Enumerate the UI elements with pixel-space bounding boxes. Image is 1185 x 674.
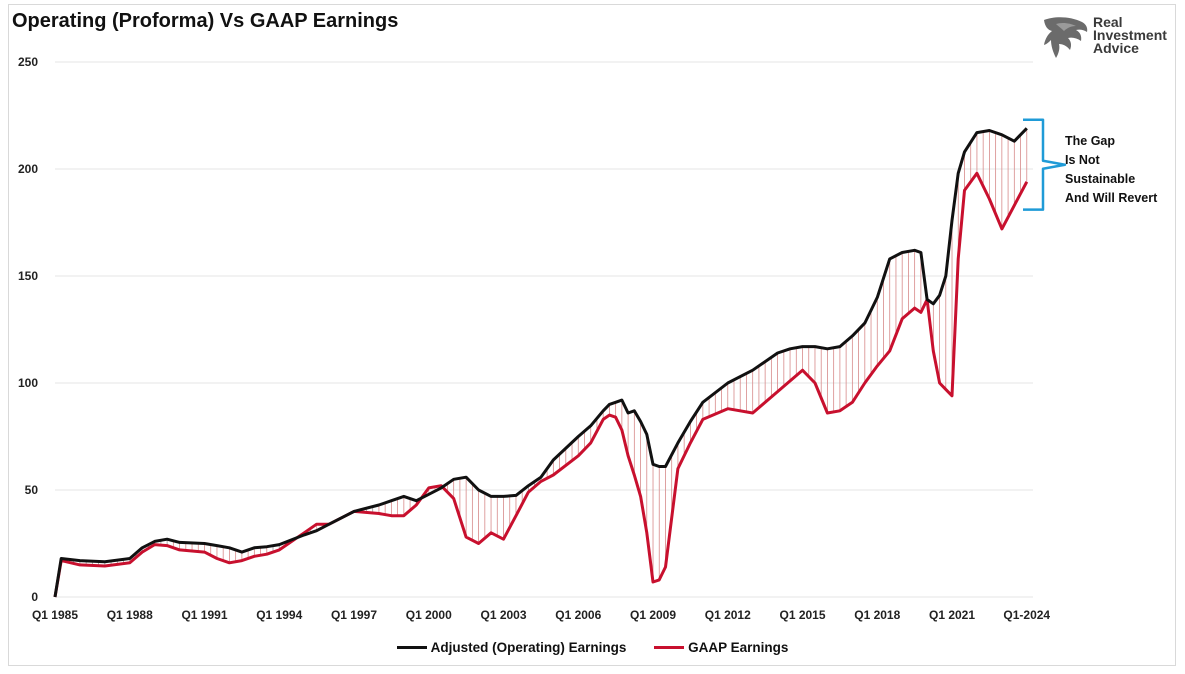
y-axis-tick-labels: 0 50 100 150 200 250 (18, 55, 38, 604)
gaap-earnings-line (53, 171, 1029, 598)
operating-earnings-line (53, 127, 1028, 598)
y-tick-label: 250 (18, 55, 38, 69)
x-tick-label: Q1 1997 (331, 608, 377, 622)
legend: Adjusted (Operating) Earnings GAAP Earni… (0, 637, 1185, 655)
x-tick-label: Q1 1991 (181, 608, 227, 622)
annotation-line: The Gap (1065, 134, 1115, 148)
logo-line-2: Investment (1093, 27, 1167, 43)
legend-label-gaap: GAAP Earnings (688, 640, 789, 655)
x-tick-label: Q1-2024 (1003, 608, 1050, 622)
grid-lines (55, 61, 1033, 598)
legend-item-operating: Adjusted (Operating) Earnings (396, 640, 627, 655)
gap-hatch-lines (60, 128, 1028, 583)
logo: Real Investment Advice (1040, 14, 1175, 64)
x-tick-label: Q1 2018 (854, 608, 900, 622)
chart-title: Operating (Proforma) Vs GAAP Earnings (12, 10, 399, 32)
y-tick-label: 100 (18, 376, 38, 390)
series-lines (53, 127, 1029, 598)
gap-annotation: The Gap Is Not Sustainable And Will Revert (1065, 134, 1158, 205)
y-tick-label: 0 (31, 590, 38, 604)
x-tick-label: Q1 2000 (406, 608, 452, 622)
legend-swatch-operating (396, 646, 427, 649)
legend-swatch-gaap (654, 646, 685, 649)
y-tick-label: 150 (18, 269, 38, 283)
annotation-line: Sustainable (1065, 172, 1135, 186)
bracket-shape (1023, 118, 1067, 211)
gap-bracket (1023, 118, 1067, 211)
logo-text: Real Investment Advice (1093, 14, 1167, 56)
x-tick-label: Q1 2015 (779, 608, 825, 622)
x-axis-tick-labels: Q1 1985 Q1 1988 Q1 1991 Q1 1994 Q1 1997 Q1 20… (32, 608, 1050, 622)
legend-item-gaap: GAAP Earnings (654, 640, 788, 655)
x-tick-label: Q1 1985 (32, 608, 78, 622)
x-tick-label: Q1 2009 (630, 608, 676, 622)
annotation-line: Is Not (1065, 153, 1101, 167)
x-tick-label: Q1 2006 (555, 608, 601, 622)
legend-label-operating: Adjusted (Operating) Earnings (430, 640, 627, 655)
x-tick-label: Q1 1988 (107, 608, 153, 622)
y-tick-label: 200 (18, 162, 38, 176)
x-tick-label: Q1 1994 (256, 608, 302, 622)
chart-frame (8, 4, 1176, 666)
y-tick-label: 50 (25, 483, 39, 497)
x-tick-label: Q1 2012 (705, 608, 751, 622)
x-tick-label: Q1 2003 (480, 608, 526, 622)
x-tick-label: Q1 2021 (929, 608, 975, 622)
eagle-logo-icon (1044, 17, 1088, 58)
logo-line-1: Real (1093, 14, 1123, 30)
annotation-line: And Will Revert (1065, 191, 1158, 205)
logo-line-3: Advice (1093, 40, 1139, 56)
